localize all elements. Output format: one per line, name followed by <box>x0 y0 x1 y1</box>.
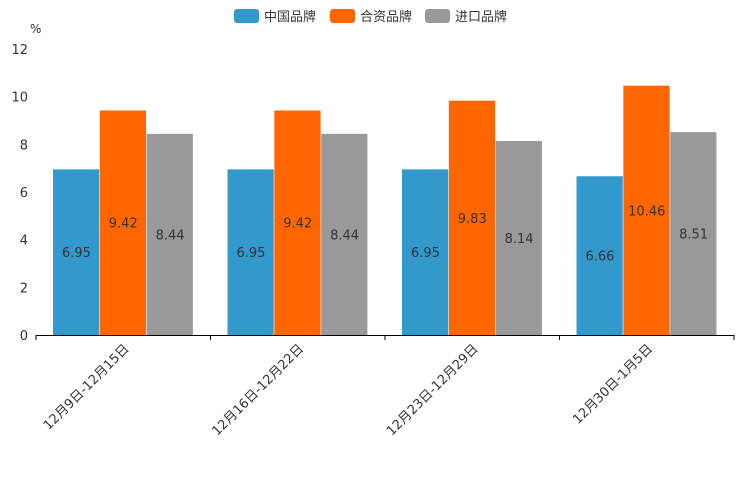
bars: 6.95 6.95 6.95 6.66 9.42 9.42 9.83 10.46 8.44 8.4… <box>53 85 717 336</box>
y-tick-label: 2 <box>20 281 28 296</box>
legend-label: 合资品牌 <box>360 9 412 25</box>
legend-label: 中国品牌 <box>264 9 316 25</box>
data-label: 9.42 <box>283 217 312 232</box>
y-tick-label: 0 <box>20 329 28 344</box>
data-label: 10.46 <box>628 204 665 219</box>
x-category-label: 12月16日-12月22日 <box>210 342 307 439</box>
bar <box>448 100 496 336</box>
bar <box>321 133 368 335</box>
data-label: 9.83 <box>458 212 487 227</box>
x-category-label: 12月9日-12月15日 <box>41 342 133 434</box>
data-label: 6.66 <box>585 250 614 265</box>
legend-swatch <box>425 9 450 23</box>
legend-swatch <box>330 9 355 23</box>
x-category-label: 12月30日-1月5日 <box>570 342 656 428</box>
y-tick-label: 12 <box>11 43 28 58</box>
data-label: 8.51 <box>679 228 708 243</box>
bar <box>274 110 321 336</box>
bar <box>227 169 274 335</box>
data-label: 6.95 <box>411 246 440 261</box>
bar <box>53 169 100 335</box>
x-axis: 12月9日-12月15日 12月16日-12月22日 12月23日-12月29日 12… <box>35 335 735 439</box>
data-label: 8.14 <box>505 232 534 247</box>
x-category-label: 12月23日-12月29日 <box>384 342 481 439</box>
bar <box>576 176 623 335</box>
bar <box>670 132 717 335</box>
bar <box>99 110 147 336</box>
bar <box>402 169 449 335</box>
legend-label: 进口品牌 <box>455 9 507 25</box>
bar <box>623 85 670 335</box>
y-tick-label: 10 <box>11 91 28 106</box>
data-label: 8.44 <box>330 228 359 243</box>
data-label: 6.95 <box>236 246 265 261</box>
y-axis: 0 2 4 6 8 10 12 <box>11 43 28 344</box>
y-tick-label: 8 <box>20 138 28 153</box>
data-label: 8.44 <box>156 228 185 243</box>
data-label: 9.42 <box>109 217 138 232</box>
y-axis-unit-label: % <box>30 22 41 36</box>
bar <box>495 140 542 335</box>
legend-swatch <box>234 9 259 23</box>
data-label: 6.95 <box>62 246 91 261</box>
y-tick-label: 4 <box>20 234 28 249</box>
bar <box>146 133 193 335</box>
y-tick-label: 6 <box>20 186 28 201</box>
legend: 中国品牌 合资品牌 进口品牌 <box>234 9 507 25</box>
